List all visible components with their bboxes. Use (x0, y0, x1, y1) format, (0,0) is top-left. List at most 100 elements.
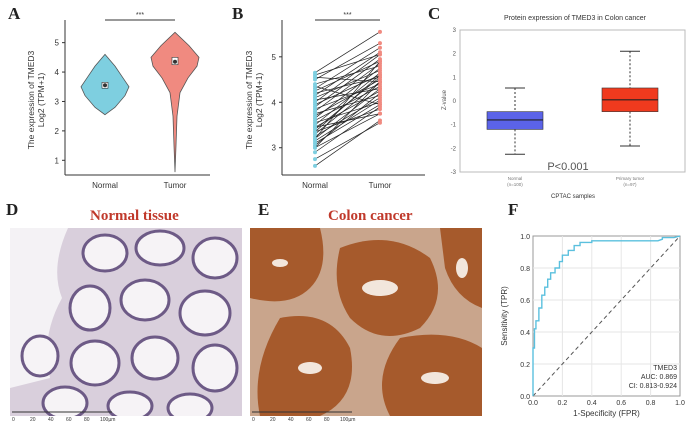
x-tick-count: (n=100) (507, 182, 523, 187)
pair-line (314, 65, 381, 85)
plot-frame (459, 29, 686, 173)
normal-point (313, 82, 317, 87)
y-axis-label: Z-value (442, 89, 448, 110)
legend-text: AUC: 0.869 (641, 374, 677, 381)
box-chart: Protein expression of TMED3 in Colon can… (442, 15, 686, 200)
pair-line (314, 61, 381, 139)
tumor-point (378, 79, 382, 84)
scale-tick-d: 0 (12, 417, 15, 423)
pair-line (314, 61, 381, 92)
x-tick-label: 0.8 (646, 400, 656, 407)
pair-line (314, 31, 381, 74)
x-tick-label: Normal (92, 181, 118, 190)
tumor-point (378, 93, 382, 98)
pair-line (314, 113, 381, 128)
y-tick-label: 0.6 (520, 298, 530, 305)
pair-line (314, 63, 381, 112)
roc-curve (532, 235, 681, 396)
legend-text: CI: 0.813-0.924 (629, 383, 677, 390)
pair-line (314, 97, 381, 137)
scale-tick-e: 20 (270, 417, 276, 423)
tumor-point (378, 73, 382, 77)
y-tick-label: 0 (453, 99, 457, 105)
panel-letter-e: E (258, 200, 270, 219)
y-tick-label: 2 (453, 52, 457, 58)
panel-letter-f: F (508, 200, 519, 219)
chart-title: Protein expression of TMED3 in Colon can… (504, 15, 647, 22)
y-tick-label: 1 (55, 156, 60, 165)
y-tick-label: 0.0 (520, 394, 530, 401)
y-axis-label: Sensitivity (TPR) (500, 286, 509, 346)
panel-letter-b: B (232, 4, 244, 23)
pair-line (314, 113, 381, 149)
scale-tick-e: 80 (324, 417, 330, 423)
normal-tissue-micrograph (10, 228, 242, 416)
y-tick-label: 4 (272, 98, 277, 107)
x-tick-label: Tumor (369, 181, 392, 190)
violin-chart: 1 2 3 4 5 Normal Tumor *** The expression of TME… (26, 12, 210, 190)
x-tick-label: 0.0 (528, 400, 538, 407)
x-tick-count: (n=97) (623, 182, 637, 187)
y-axis-label-unit: Log2 (TPM+1) (254, 73, 264, 128)
tumor-point (378, 111, 382, 116)
pair-line (314, 54, 381, 76)
scale-tick-e: 100µm (340, 417, 355, 423)
median-point (173, 59, 177, 64)
significance-label: *** (136, 12, 144, 19)
tumor-point (378, 68, 382, 73)
scale-tick-e: 40 (288, 417, 294, 423)
y-tick-label: 1 (453, 75, 457, 81)
roc-chart: 0.0 0.2 0.4 0.6 0.8 1.0 0.0 0.2 0.4 0.6 0.8 1.0 TMED… (500, 234, 685, 418)
scale-bar-d: 0 20 40 60 80 100µm (12, 411, 115, 423)
y-tick-label: 3 (453, 28, 457, 34)
tumor-point (378, 29, 382, 34)
violin-tumor (150, 31, 200, 173)
y-tick-label: -3 (451, 170, 457, 176)
reference-diagonal (532, 235, 681, 397)
pair-line (314, 72, 381, 126)
pair-line (314, 88, 381, 101)
y-tick-label: 0.2 (520, 362, 530, 369)
x-tick-label: 0.2 (558, 400, 568, 407)
pair-line (314, 122, 381, 160)
tumor-point (378, 59, 382, 64)
x-axis-label: 1-Specificity (FPR) (573, 409, 640, 418)
normal-point (313, 150, 317, 155)
panel-letter-a: A (8, 4, 21, 23)
significance-label: *** (343, 12, 351, 19)
tumor-point (378, 107, 382, 112)
scale-tick-d: 60 (66, 417, 72, 423)
y-tick-label: 0.8 (520, 266, 530, 273)
pair-line (314, 101, 381, 124)
normal-point (313, 70, 317, 75)
x-axis-label: CPTAC samples (551, 194, 595, 200)
normal-point (313, 129, 317, 134)
y-axis-label: The expression of TMED3 (26, 50, 36, 149)
y-tick-label: 5 (55, 39, 60, 48)
scale-tick-e: 60 (306, 417, 312, 423)
y-tick-label: 3 (272, 144, 277, 153)
tumor-point (378, 86, 382, 91)
y-axis-label: The expression of TMED3 (244, 50, 254, 149)
tumor-point (378, 41, 382, 46)
pair-line (314, 81, 381, 148)
x-tick-label: Normal (508, 176, 523, 181)
tumor-point (378, 45, 382, 50)
pair-line (314, 106, 381, 153)
y-tick-label: -2 (451, 146, 457, 152)
pair-line (314, 86, 381, 105)
y-tick-label: 2 (55, 127, 60, 136)
pair-line (314, 120, 381, 167)
normal-tissue-title: Normal tissue (90, 208, 179, 224)
legend-text: TMED3 (653, 365, 677, 372)
y-tick-label: 0.4 (520, 330, 530, 337)
y-axis-label-unit: Log2 (TPM+1) (36, 73, 46, 128)
y-tick-label: 5 (272, 53, 277, 62)
x-tick-label: 1.0 (675, 400, 685, 407)
scale-tick-e: 0 (252, 417, 255, 423)
pair-line (314, 95, 381, 114)
x-tick-label: 0.6 (616, 400, 626, 407)
scale-tick-d: 20 (30, 417, 36, 423)
y-tick-label: 3 (55, 97, 60, 106)
normal-point (313, 136, 317, 141)
